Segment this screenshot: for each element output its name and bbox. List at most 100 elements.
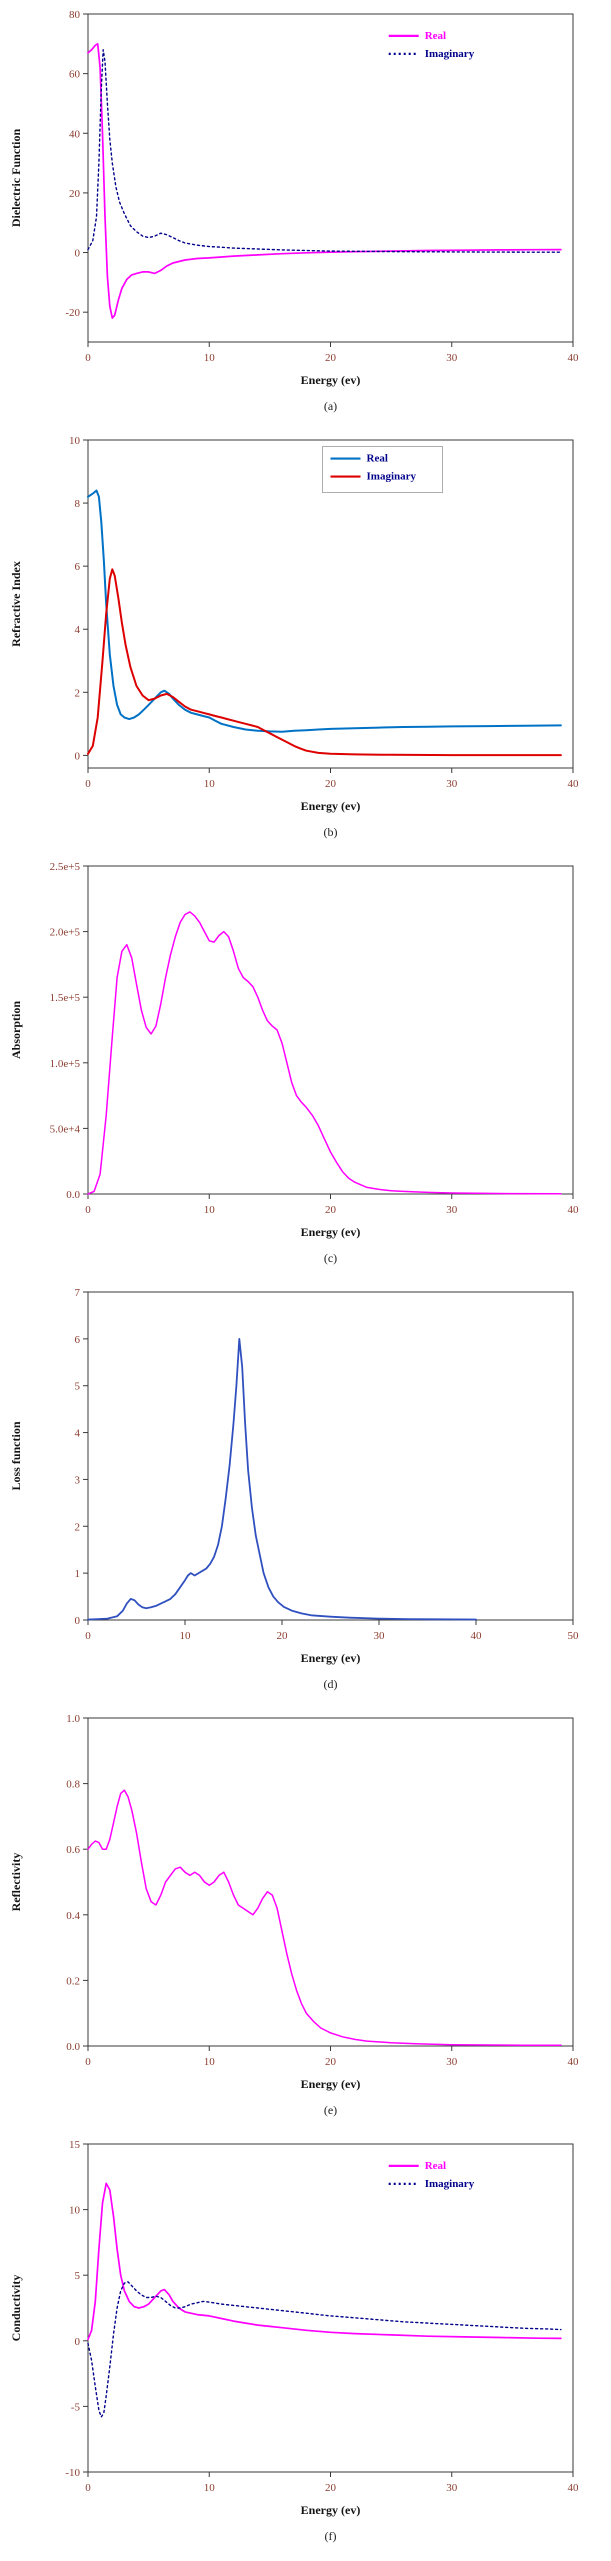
plot-frame [87,2143,574,2473]
y-tick-label: 4 [75,624,81,636]
x-axis-title: Energy (ev) [301,1225,361,1239]
chart-a-svg: 0 10 20 30 40 -20 0 20 40 60 80 Energy (ev) Dielectr… [9,9,580,413]
chart-block-b: 0 10 20 30 40 0 2 4 6 8 10 Energy (ev) Refractive In… [0,426,611,852]
x-tick-label: 30 [374,1630,386,1642]
x-tick-label: 20 [325,778,337,790]
plot-frame [87,865,574,1195]
chart-d-svg: 0 10 20 30 40 50 0 1 2 3 4 5 6 7 Energy (ev) Loss funct… [9,1287,580,1691]
y-tick-label: 20 [69,188,81,200]
x-tick-label: 20 [325,352,337,364]
y-tick-label: 0.4 [66,1910,80,1922]
x-tick-label: 50 [568,1630,580,1642]
x-axis-title: Energy (ev) [301,1651,361,1665]
y-axis-title: Reflectivity [9,1853,23,1912]
chart-f-svg: 0 10 20 30 40 -10 -5 0 5 10 15 Energy (ev) Conductiv… [9,2139,580,2543]
y-tick-label: 0.0 [66,1189,80,1201]
y-tick-label: 0 [75,248,81,260]
y-tick-label: 10 [69,2205,81,2217]
series-imaginary-line [87,49,562,253]
y-tick-label: 10 [69,435,81,447]
legend-label: Real [367,453,388,465]
y-tick-label: 40 [69,128,81,140]
x-tick-label: 0 [85,2056,91,2068]
y-axis-title: Loss function [9,1421,23,1490]
x-tick-label: 20 [277,1630,289,1642]
x-tick-label: 0 [85,2482,91,2494]
series-imaginary-line [87,2281,562,2418]
y-tick-label: 0 [75,2336,81,2348]
chart-block-a: 0 10 20 30 40 -20 0 20 40 60 80 Energy (ev) Dielectr… [0,0,611,426]
x-tick-label: 20 [325,2056,337,2068]
series-real-line [87,489,562,733]
x-tick-label: 40 [568,1204,580,1216]
y-tick-label: 15 [69,2139,81,2151]
chart-e-svg: 0 10 20 30 40 0.0 0.2 0.4 0.6 0.8 1.0 Energy (ev) Re… [9,1713,580,2117]
chart-block-d: 0 10 20 30 40 50 0 1 2 3 4 5 6 7 Energy (ev) Loss funct… [0,1278,611,1704]
x-tick-label: 10 [180,1630,192,1642]
x-axis-title: Energy (ev) [301,2503,361,2517]
y-tick-label: 2 [75,1521,81,1533]
y-tick-label: 7 [75,1287,81,1299]
y-tick-label: 80 [69,9,81,21]
x-tick-label: 30 [446,2056,458,2068]
plot-frame [87,1717,574,2047]
x-tick-label: 40 [568,2056,580,2068]
y-tick-label: -5 [71,2401,81,2413]
x-tick-label: 40 [471,1630,483,1642]
chart-block-c: 0 10 20 30 40 0.0 5.0e+4 1.0e+5 1.5e+5 2.0e+5 2.5e… [0,852,611,1278]
y-tick-label: 2.0e+5 [50,927,81,939]
series-absorption-line [87,911,562,1195]
y-tick-label: 0.8 [66,1779,80,1791]
x-tick-label: 0 [85,778,91,790]
x-tick-label: 0 [85,1204,91,1216]
x-tick-label: 10 [204,2056,216,2068]
y-tick-label: 5 [75,1381,81,1393]
legend-label: Imaginary [425,48,475,60]
y-tick-label: 0.0 [66,2041,80,2053]
x-tick-label: 40 [568,352,580,364]
legend-label: Real [425,2160,446,2172]
y-tick-label: 8 [75,498,81,510]
y-tick-label: 0 [75,1615,81,1627]
y-tick-label: 6 [75,1334,81,1346]
x-tick-label: 30 [446,778,458,790]
x-tick-label: 0 [85,1630,91,1642]
plot-c: 0 10 20 30 40 0.0 5.0e+4 1.0e+5 1.5e+5 2.0e+5 2.5e… [0,852,611,1278]
plot-f: 0 10 20 30 40 -10 -5 0 5 10 15 Energy (ev) Conductiv… [0,2130,611,2556]
series-reflectivity-line [87,1789,562,2047]
y-tick-label: 4 [75,1428,81,1440]
x-axis-title: Energy (ev) [301,799,361,813]
series-real-line [87,42,562,319]
chart-caption: (c) [324,1251,337,1265]
chart-b-svg: 0 10 20 30 40 0 2 4 6 8 10 Energy (ev) Refractive In… [9,435,579,839]
legend-label: Imaginary [367,471,417,483]
chart-caption: (b) [324,825,338,839]
x-axis-title: Energy (ev) [301,2077,361,2091]
legend-box [322,446,443,493]
y-tick-label: 1.5e+5 [50,992,81,1004]
x-tick-label: 30 [446,352,458,364]
legend-label: Real [425,30,446,42]
chart-caption: (e) [324,2103,337,2117]
y-tick-label: 2 [75,687,81,699]
y-tick-label: 5 [75,2270,81,2282]
y-tick-label: 1.0e+5 [50,1058,81,1070]
legend-label: Imaginary [425,2178,475,2190]
y-tick-label: -10 [65,2467,80,2479]
x-tick-label: 10 [204,778,216,790]
x-tick-label: 40 [568,2482,580,2494]
y-tick-label: 5.0e+4 [50,1123,81,1135]
series-loss-line [87,1338,477,1621]
x-tick-label: 0 [85,352,91,364]
chart-caption: (a) [324,399,337,413]
plot-b: 0 10 20 30 40 0 2 4 6 8 10 Energy (ev) Refractive In… [0,426,611,852]
y-tick-label: 1 [75,1568,81,1580]
plot-d: 0 10 20 30 40 50 0 1 2 3 4 5 6 7 Energy (ev) Loss funct… [0,1278,611,1704]
y-tick-label: -20 [65,307,80,319]
chart-block-e: 0 10 20 30 40 0.0 0.2 0.4 0.6 0.8 1.0 Energy (ev) Re… [0,1704,611,2130]
plot-frame [87,13,574,343]
chart-caption: (f) [325,2529,337,2543]
chart-block-f: 0 10 20 30 40 -10 -5 0 5 10 15 Energy (ev) Conductiv… [0,2130,611,2556]
y-tick-label: 3 [75,1474,81,1486]
